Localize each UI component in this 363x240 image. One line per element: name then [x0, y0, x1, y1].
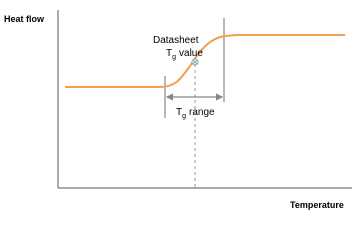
range-word: range — [189, 107, 215, 118]
y-axis-label: Heat flow — [4, 14, 45, 24]
range-subscript: g — [182, 113, 186, 120]
tg-value-word: value — [179, 48, 203, 59]
heat-flow-curve — [65, 34, 345, 88]
x-axis-label: Temperature — [290, 200, 344, 210]
tg-marker — [191, 58, 199, 66]
range-symbol: T — [176, 107, 182, 118]
datasheet-label: Datasheet — [153, 35, 199, 46]
diagram: Heat flow Temperature Datasheet Tg value … — [0, 0, 363, 218]
tg-subscript: g — [172, 54, 176, 61]
tg-symbol: T — [166, 48, 172, 59]
tg-value-label: Tg value — [166, 48, 203, 61]
tg-range-label: Tg range — [176, 107, 215, 120]
background — [0, 0, 363, 218]
